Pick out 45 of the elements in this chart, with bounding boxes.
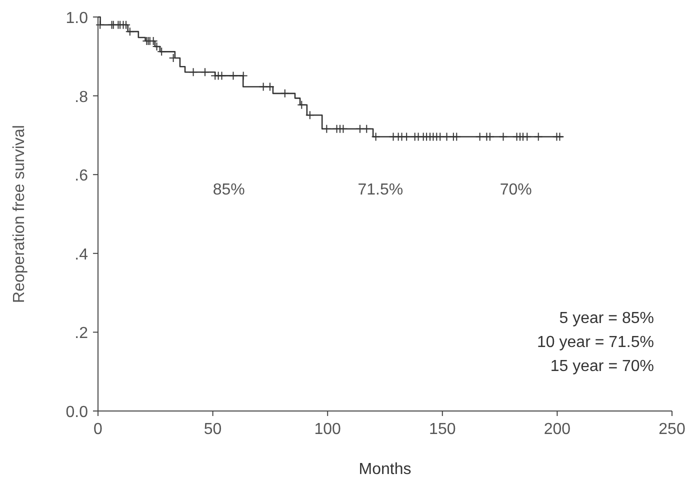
point (498, 132, 508, 142)
x-tick-label: 100 (314, 421, 342, 438)
y-tick-label: .2 (74, 325, 88, 342)
point (442, 132, 452, 142)
x-axis-title: Months (358, 461, 412, 478)
point (475, 132, 484, 142)
annotation: 5 year = 85% (559, 310, 654, 327)
point (280, 88, 290, 98)
y-tick-label: .6 (74, 168, 88, 185)
point (200, 68, 210, 77)
point (265, 82, 274, 92)
point (452, 132, 462, 142)
x-tick-label: 150 (429, 421, 456, 438)
x-tick-label: 50 (204, 421, 222, 438)
annotation: 71.5% (358, 181, 404, 198)
x-tick-label: 250 (658, 421, 686, 438)
y-axis-title: Reoperation free survival (11, 125, 28, 303)
point (297, 100, 306, 110)
point (402, 132, 412, 142)
point (188, 68, 198, 77)
y-tick-label: .8 (74, 88, 88, 106)
annotation: 15 year = 70% (550, 358, 654, 375)
y-tick-label: 1.0 (66, 10, 88, 27)
point (305, 110, 314, 120)
point (555, 132, 564, 142)
x-tick-label: 0 (94, 421, 103, 438)
point (96, 20, 105, 30)
point (238, 71, 248, 80)
y-tick-label: 0.0 (66, 404, 88, 421)
annotation: 85% (212, 181, 245, 198)
point (355, 124, 364, 134)
point (485, 132, 494, 142)
point (322, 124, 332, 134)
point (371, 132, 380, 142)
annotation: 70% (500, 181, 532, 198)
point (338, 124, 348, 134)
y-tick-label: .4 (74, 246, 88, 264)
x-tick-label: 200 (544, 421, 571, 438)
annotation: 10 year = 71.5% (537, 334, 654, 351)
point (228, 71, 238, 80)
point (522, 132, 532, 142)
point (362, 124, 372, 134)
point (258, 82, 268, 92)
point (534, 132, 543, 142)
point (114, 20, 123, 30)
